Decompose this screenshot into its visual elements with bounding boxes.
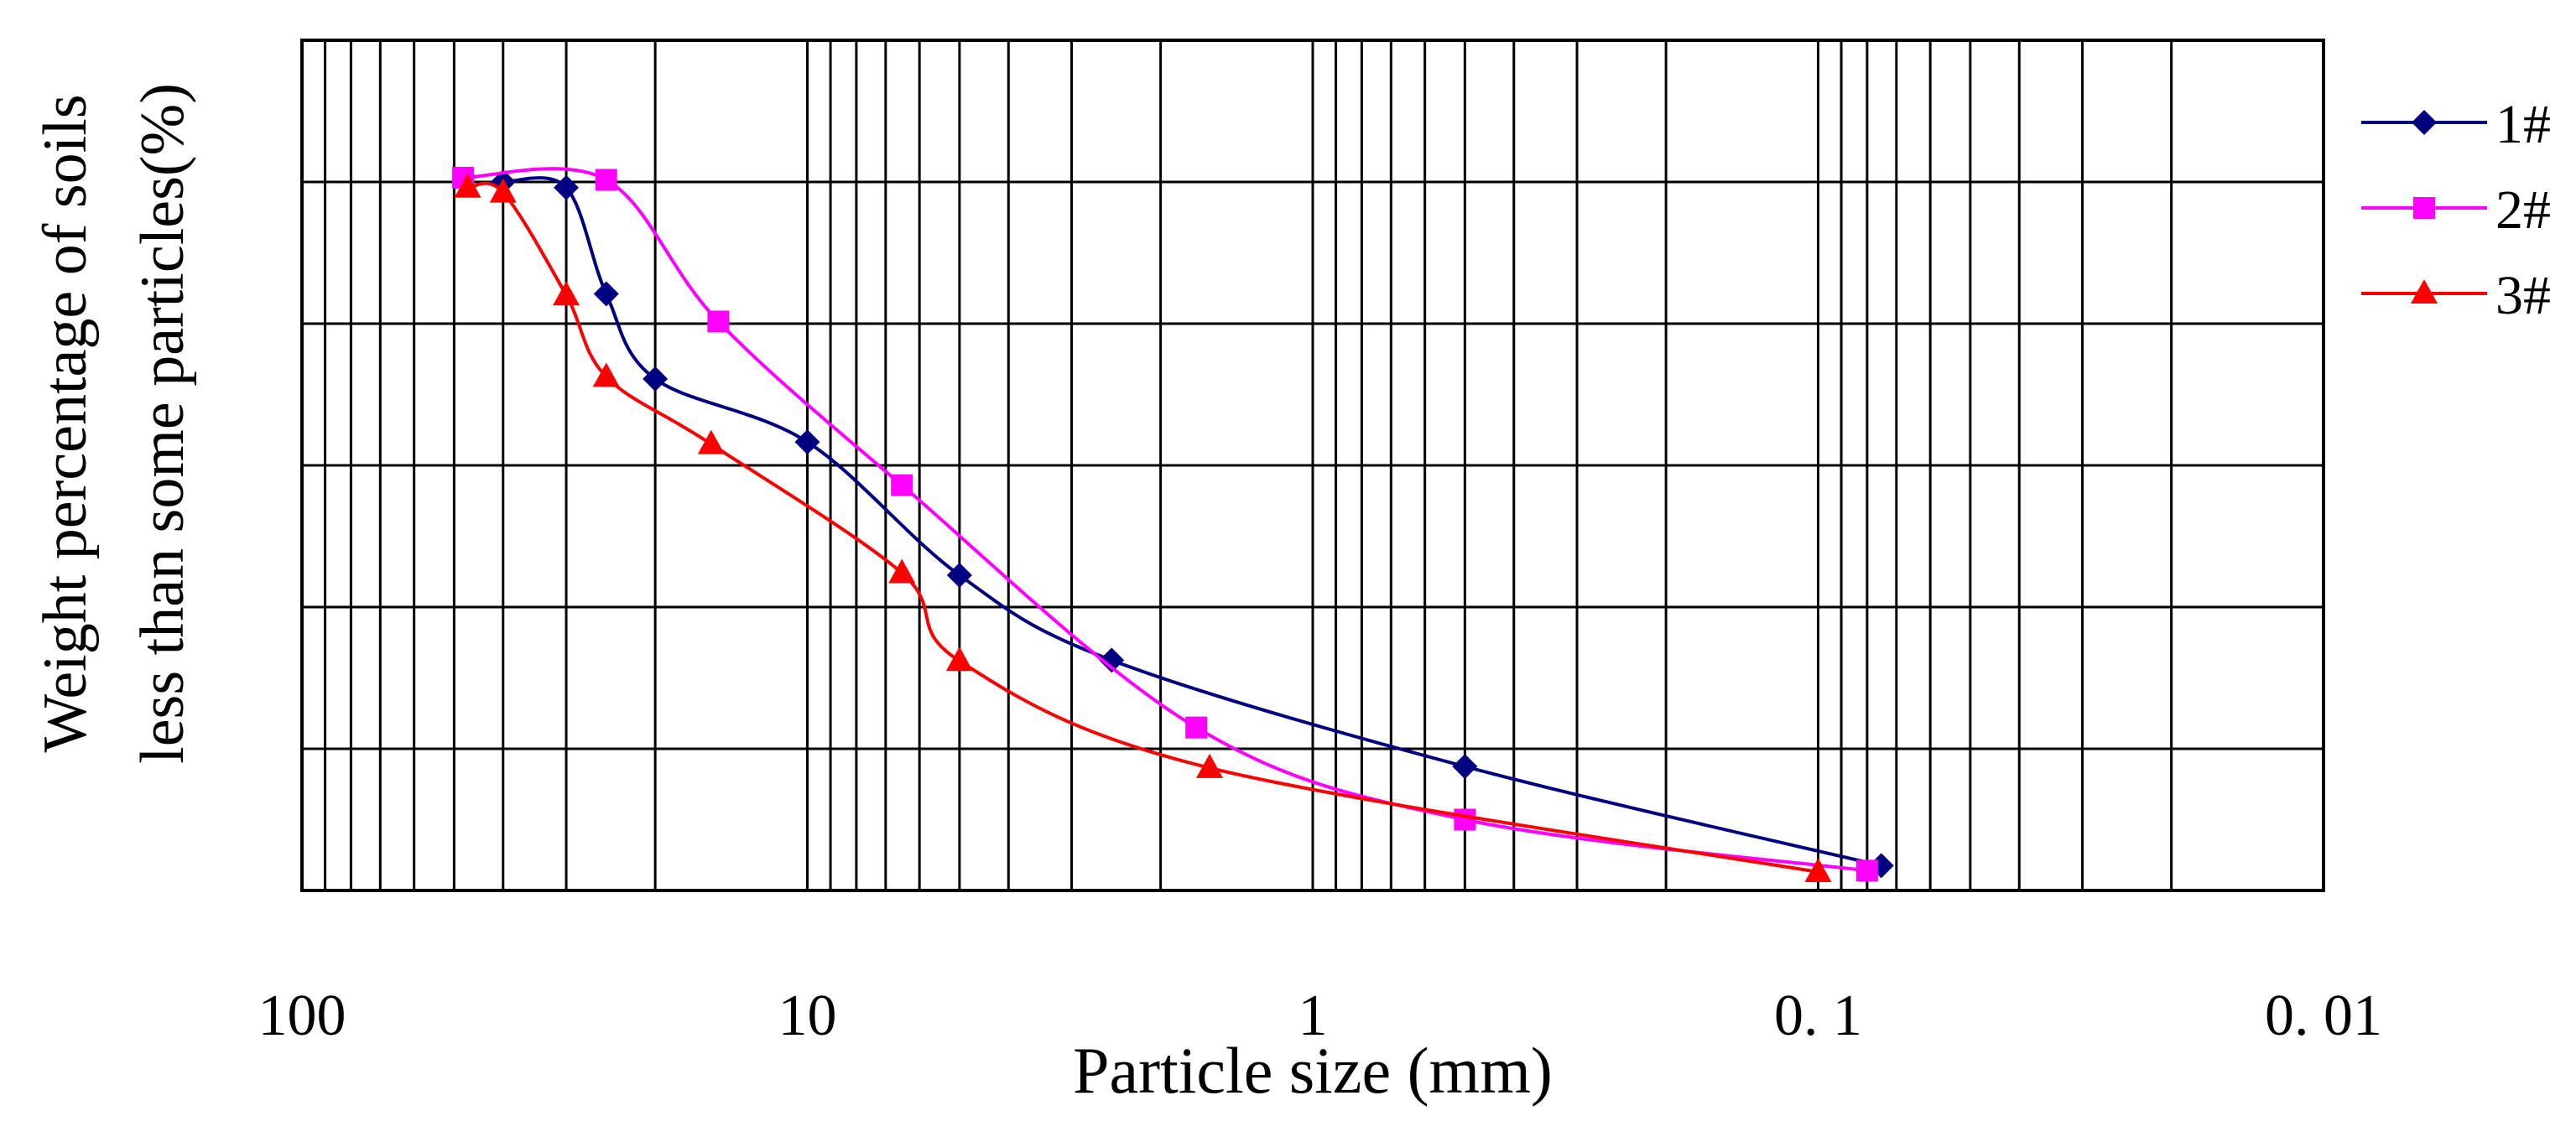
- series-1: [490, 169, 1894, 879]
- x-axis-title: Particle size (mm): [1073, 1034, 1553, 1107]
- data-point: [1196, 753, 1224, 778]
- data-point: [554, 174, 580, 200]
- y-axis-title-line-2: less than some particles(%): [128, 83, 197, 764]
- data-point: [1099, 647, 1125, 673]
- legend: 1# 2# 3#: [2361, 94, 2551, 326]
- data-point: [643, 366, 669, 392]
- data-point: [489, 178, 517, 203]
- series-line: [463, 167, 1868, 873]
- data-point: [592, 362, 620, 387]
- y-axis-title: Weight percentage of soils less than som…: [31, 83, 197, 764]
- data-point: [697, 429, 725, 454]
- plot-frame: [300, 39, 2325, 892]
- data-point: [945, 646, 973, 672]
- data-point: [888, 558, 916, 584]
- data-point: [553, 281, 580, 306]
- data-point: [1804, 858, 1832, 883]
- data-point: [1452, 754, 1478, 780]
- legend-marker: [2413, 197, 2435, 219]
- data-point: [794, 429, 820, 455]
- legend-label: 1#: [2495, 94, 2551, 155]
- data-point: [946, 562, 972, 588]
- legend-marker: [2411, 279, 2438, 304]
- x-tick-label: 100: [258, 984, 346, 1048]
- legend-item: 3#: [2361, 265, 2551, 326]
- legend-item: 2#: [2361, 179, 2551, 241]
- x-tick-label: 0. 1: [1774, 984, 1862, 1048]
- x-tick-label: 0. 01: [2265, 984, 2382, 1048]
- x-tick-label: 10: [778, 984, 837, 1048]
- series-line: [467, 181, 1819, 875]
- x-tick-label: 1: [1298, 984, 1328, 1048]
- y-axis-title-line-1: Weight percentage of soils: [31, 94, 100, 752]
- data-point: [707, 310, 730, 333]
- data-point: [593, 281, 619, 307]
- series-2: [452, 166, 1878, 882]
- data-point: [1855, 859, 1878, 882]
- x-tick-labels: 100 10 1 0. 1 0. 01: [258, 984, 2383, 1048]
- data-point: [1185, 716, 1208, 739]
- data-point: [454, 173, 481, 198]
- grid-layer: [302, 40, 2324, 890]
- legend-marker: [2412, 110, 2437, 135]
- series-3: [454, 173, 1832, 883]
- legend-label: 2#: [2495, 179, 2551, 241]
- legend-label: 3#: [2495, 265, 2551, 326]
- series-layer: [452, 166, 1894, 883]
- legend-item: 1#: [2361, 94, 2551, 155]
- series-line: [502, 176, 1882, 868]
- data-point: [1454, 808, 1476, 831]
- data-point: [595, 169, 617, 191]
- data-point: [891, 474, 913, 496]
